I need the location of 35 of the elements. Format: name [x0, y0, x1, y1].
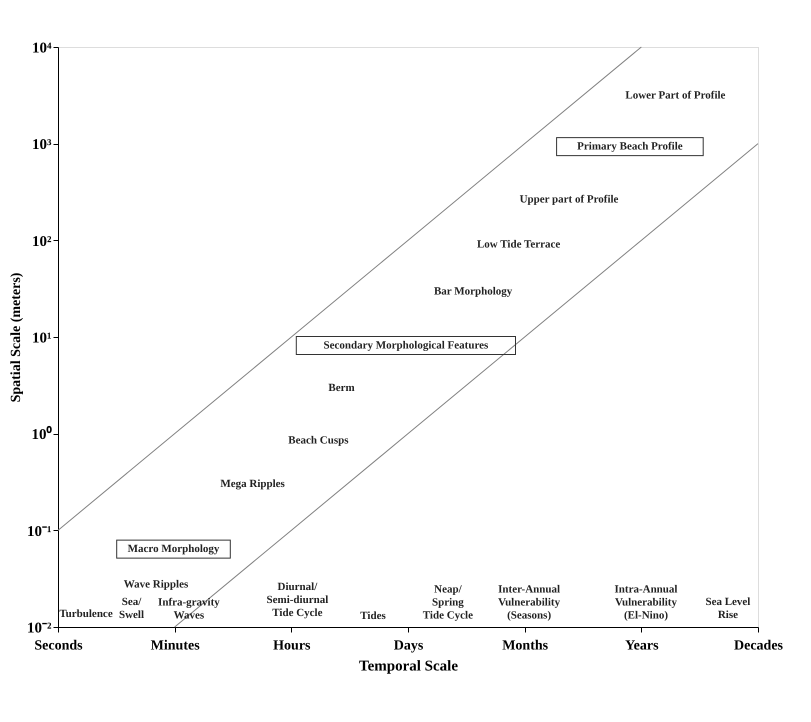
y-tick-label: 10² — [32, 234, 52, 250]
x-tick-label: Years — [625, 638, 660, 654]
annotation: Low Tide Terrace — [476, 238, 560, 251]
y-tick-label: 10⁰ — [32, 425, 52, 444]
x-tick-label: Hours — [273, 638, 312, 654]
annotation: Beach Cusps — [288, 434, 350, 447]
annotation: Diurnal/ Semi-diurnal Tide Cycle — [266, 581, 328, 620]
annotation: Primary Beach Profile — [577, 140, 683, 153]
annotation: Macro Morphology — [128, 543, 220, 556]
y-tick-label: 10⁴ — [32, 40, 52, 56]
y-tick-label: 10¹ — [32, 330, 52, 346]
annotation: Sea Level Rise — [705, 596, 750, 621]
y-tick-label: 10³ — [32, 137, 52, 154]
annotation: Wave Ripples — [124, 578, 189, 590]
annotation: Secondary Morphological Features — [324, 340, 490, 352]
annotation: Lower Part of Profile — [625, 90, 726, 102]
annotation: Berm — [328, 382, 355, 394]
annotation: Mega Ripples — [220, 478, 286, 490]
annotation: Intra-Annual Vulnerability (El-Nino) — [614, 583, 678, 622]
x-tick-label: Decades — [734, 638, 784, 654]
annotation: Bar Morphology — [434, 286, 513, 298]
y-axis-title: Spatial Scale (meters) — [9, 272, 24, 402]
annotation: Turbulence — [59, 608, 113, 620]
annotation: Inter-Annual Vulnerability (Seasons) — [498, 583, 561, 622]
annotation: Upper part of Profile — [520, 193, 619, 206]
y-tick-label: 10⁻² — [27, 620, 52, 636]
x-tick-label: Days — [394, 638, 424, 654]
annotation: Sea/ Swell — [118, 596, 144, 621]
x-tick-label: Minutes — [150, 638, 200, 654]
y-tick-label: 10⁻¹ — [27, 524, 52, 540]
annotation: Tides — [360, 610, 386, 622]
x-axis-title: Temporal Scale — [358, 658, 458, 674]
annotation: Neap/ Spring Tide Cycle — [422, 583, 474, 622]
x-tick-label: Seconds — [34, 638, 84, 654]
x-tick-label: Months — [502, 638, 549, 654]
